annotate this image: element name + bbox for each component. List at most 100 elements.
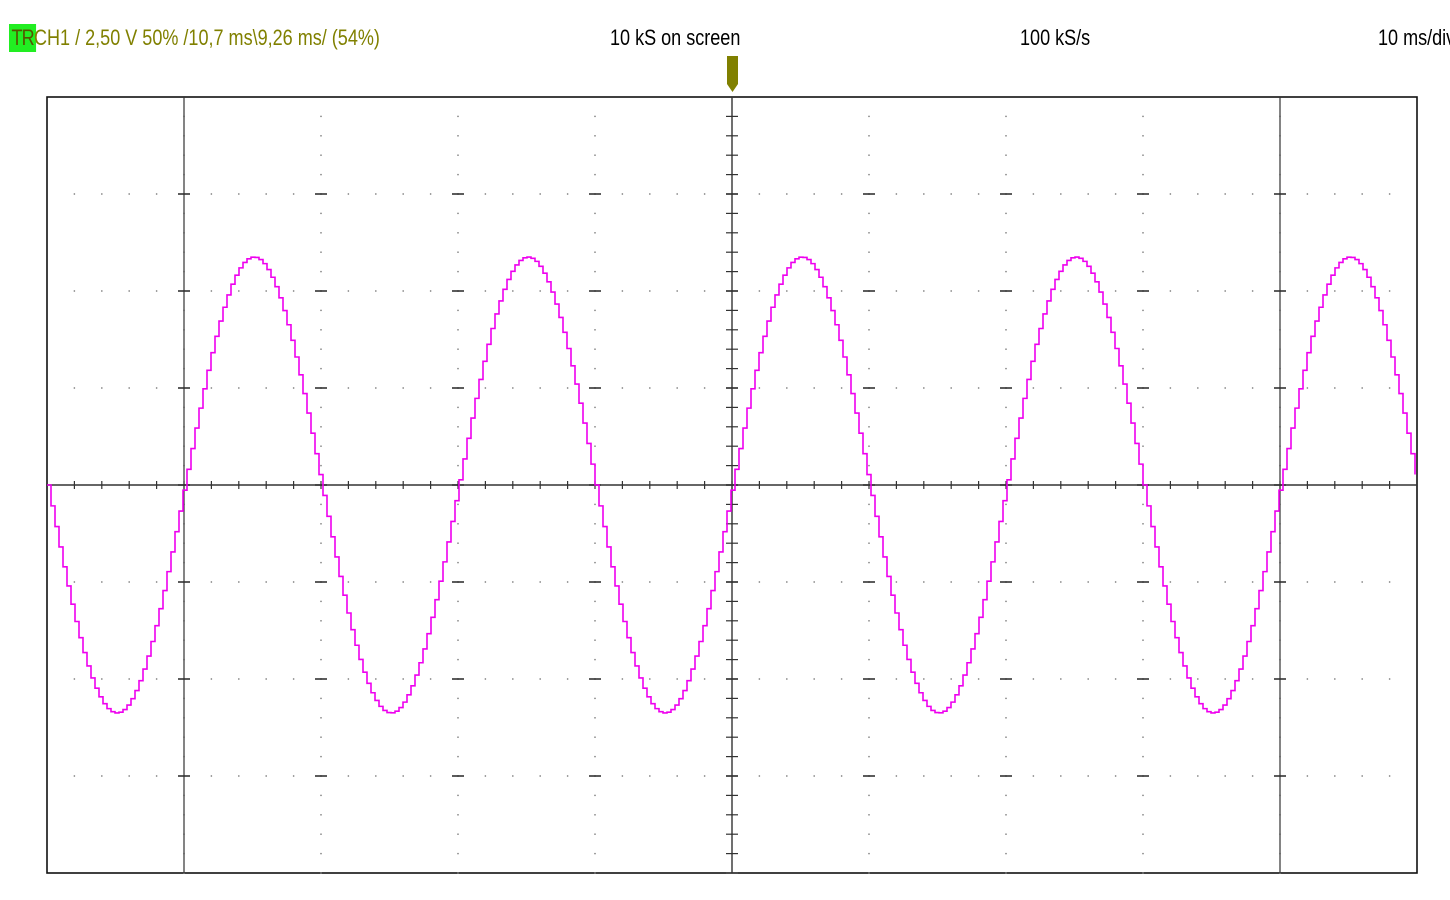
trigger-settings-readout: CH1 / 2,50 V 50% /10,7 ms\9,26 ms/ (54%) bbox=[34, 25, 380, 50]
grid-dot bbox=[594, 251, 596, 253]
grid-dot bbox=[457, 251, 459, 253]
grid-dot bbox=[1005, 814, 1007, 816]
grid-dot bbox=[238, 387, 240, 389]
grid-dot bbox=[977, 193, 980, 195]
grid-dot bbox=[868, 717, 870, 719]
grid-dot bbox=[347, 290, 350, 292]
grid-dot bbox=[1005, 542, 1007, 544]
grid-dot bbox=[1005, 639, 1007, 641]
grid-dot bbox=[155, 387, 158, 389]
grid-dot bbox=[1142, 232, 1144, 234]
grid-dot bbox=[621, 678, 624, 680]
grid-dot bbox=[868, 309, 870, 312]
ch1-waveform-trace bbox=[47, 256, 1416, 714]
grid-dot bbox=[1142, 212, 1144, 215]
grid-dot bbox=[1361, 290, 1363, 292]
grid-dot bbox=[594, 697, 596, 700]
grid-dot bbox=[402, 581, 404, 583]
grid-dot bbox=[621, 290, 624, 292]
grid-dot bbox=[1142, 135, 1144, 137]
grid-dot bbox=[73, 387, 76, 389]
grid-dot bbox=[1169, 581, 1172, 583]
grid-dot bbox=[320, 348, 322, 350]
grid-dot bbox=[1334, 678, 1336, 680]
grid-dot bbox=[813, 678, 815, 680]
grid-dot bbox=[73, 581, 76, 583]
grid-dot bbox=[457, 329, 459, 331]
grid-dot bbox=[1032, 775, 1035, 777]
grid-dot bbox=[868, 833, 870, 835]
grid-dot bbox=[868, 600, 870, 603]
grid-dot bbox=[402, 193, 404, 195]
sample-rate-readout: 100 kS/s bbox=[1020, 25, 1091, 50]
grid-dot bbox=[1142, 697, 1144, 700]
trigger-position-marker-icon[interactable] bbox=[727, 56, 738, 92]
grid-dot bbox=[676, 678, 678, 680]
grid-dot bbox=[1388, 387, 1391, 389]
grid-dot bbox=[155, 678, 158, 680]
grid-dot bbox=[320, 464, 322, 467]
grid-dot bbox=[703, 775, 706, 777]
grid-dot bbox=[429, 387, 432, 389]
grid-dot bbox=[320, 561, 322, 564]
grid-dot bbox=[895, 581, 898, 583]
trigger-badge[interactable]: TR bbox=[9, 24, 37, 52]
grid-dot bbox=[977, 387, 980, 389]
grid-dot bbox=[320, 658, 322, 661]
grid-dot bbox=[977, 775, 980, 777]
grid-dot bbox=[594, 503, 596, 506]
grid-dot bbox=[457, 270, 459, 273]
grid-dot bbox=[868, 445, 870, 447]
grid-dot bbox=[292, 581, 295, 583]
grid-dot bbox=[457, 561, 459, 564]
grid-dot bbox=[1114, 290, 1117, 292]
grid-dot bbox=[375, 290, 377, 292]
grid-dot bbox=[1005, 833, 1007, 835]
grid-dot bbox=[375, 193, 377, 195]
grid-dot bbox=[101, 290, 103, 292]
grid-dot bbox=[1005, 367, 1007, 370]
grid-dot bbox=[320, 833, 322, 835]
grid-dot bbox=[594, 872, 596, 874]
grid-dot bbox=[101, 193, 103, 195]
grid-dot bbox=[1142, 503, 1144, 506]
grid-dot bbox=[101, 678, 103, 680]
grid-dot bbox=[1060, 290, 1062, 292]
grid-dot bbox=[1388, 775, 1391, 777]
grid-dot bbox=[1388, 581, 1391, 583]
grid-dot bbox=[1005, 232, 1007, 234]
grid-dot bbox=[649, 581, 651, 583]
grid-dot bbox=[1005, 406, 1007, 409]
grid-dot bbox=[1005, 620, 1007, 622]
grid-dot bbox=[457, 697, 459, 700]
grid-dot bbox=[1032, 581, 1035, 583]
grid-dot bbox=[292, 678, 295, 680]
grid-dot bbox=[1306, 775, 1309, 777]
grid-dot bbox=[1142, 600, 1144, 603]
grid-dot bbox=[402, 387, 404, 389]
grid-dot bbox=[292, 193, 295, 195]
grid-dot bbox=[1142, 814, 1144, 816]
grid-dot bbox=[621, 193, 624, 195]
grid-dot bbox=[649, 775, 651, 777]
grid-dot bbox=[347, 775, 350, 777]
grid-dot bbox=[1169, 193, 1172, 195]
grid-dot bbox=[347, 387, 350, 389]
grid-dot bbox=[1005, 154, 1007, 156]
grid-dot bbox=[1142, 367, 1144, 370]
grid-dot bbox=[210, 387, 213, 389]
grid-dot bbox=[813, 581, 815, 583]
grid-dot bbox=[813, 387, 815, 389]
grid-dot bbox=[320, 794, 322, 797]
grid-dot bbox=[1334, 581, 1336, 583]
grid-dot bbox=[950, 193, 952, 195]
grid-dot bbox=[1114, 678, 1117, 680]
grid-dot bbox=[512, 387, 514, 389]
grid-dot bbox=[1142, 639, 1144, 641]
grid-dot bbox=[950, 775, 952, 777]
grid-dot bbox=[1142, 833, 1144, 835]
grid-dot bbox=[1142, 620, 1144, 622]
grid-dot bbox=[1005, 270, 1007, 273]
grid-dot bbox=[1142, 309, 1144, 312]
